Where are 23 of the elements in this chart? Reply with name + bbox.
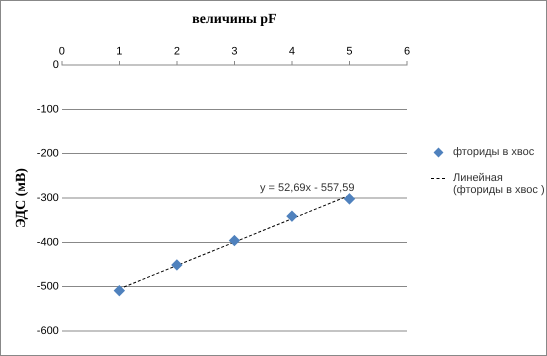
y-tick-label: -200 (36, 148, 59, 160)
y-tick-label: -400 (36, 236, 59, 248)
y-tick-label: -600 (36, 325, 59, 338)
point (114, 285, 125, 296)
point (228, 235, 240, 246)
x-tick-label: 5 (346, 45, 353, 58)
point (286, 210, 298, 222)
x-tick-label: 2 (174, 45, 180, 58)
x-axis-title: величины pF (192, 12, 277, 28)
x-tick-label: 3 (231, 45, 238, 58)
annotation: y = 52,69x - 557,59 (260, 182, 354, 194)
x-tick-label: 6 (404, 45, 410, 58)
x-tick-label: 1 (116, 45, 122, 58)
y-tick-label: 0 (52, 59, 59, 72)
legend-label: Линейная (фториды в хвос ) (453, 172, 546, 196)
point (171, 259, 182, 270)
y-axis-title: ЭДС (мВ) (14, 168, 30, 228)
legend-label: фториды в хвос (453, 146, 534, 158)
x-tick-label: 4 (288, 45, 295, 58)
y-tick-label: -300 (36, 192, 59, 204)
y-tick-label: -500 (36, 280, 59, 293)
y-tick-label: -100 (36, 103, 59, 116)
point (344, 193, 355, 204)
